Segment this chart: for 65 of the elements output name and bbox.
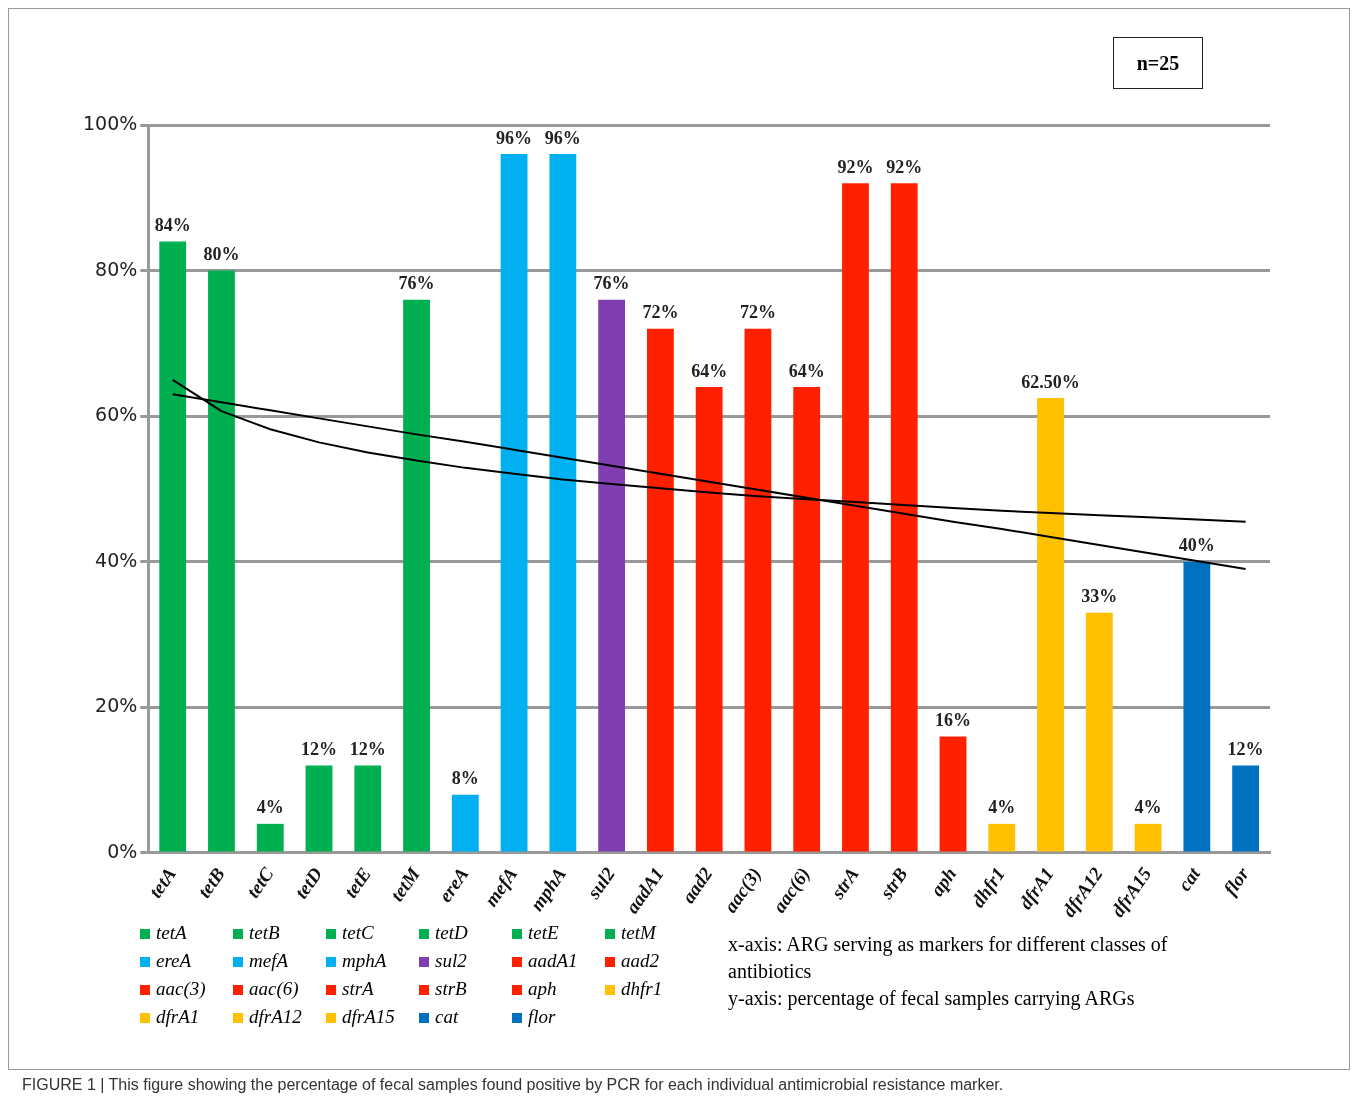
y-tick-label: 20% [95,694,138,717]
data-label: 92% [886,156,923,177]
data-label: 62.50% [1021,371,1080,392]
category-label: tetA [156,922,187,943]
data-label: 12% [301,739,338,760]
x-tick-label: cat [1173,862,1205,895]
category-label: dfrA12 [249,1006,302,1027]
data-label: 33% [1081,586,1118,607]
x-tick-label: tetA [144,863,180,902]
category-label: aph [528,978,557,999]
data-label: 72% [642,302,679,323]
category-label: dhfr1 [621,978,663,999]
category-label: cat [435,1006,459,1027]
data-label: 80% [203,244,240,265]
x-tick-label: tetB [193,863,229,902]
data-label: 84% [154,215,191,236]
x-tick-label: strA [826,863,863,904]
category-label: ereA [156,950,192,971]
x-tick-label: aph [926,863,961,900]
y-tick-label: 80% [95,257,138,280]
category-label: mphA [342,950,387,971]
data-label: 76% [398,273,435,294]
category-label: flor [528,1006,556,1027]
category-label: strA [342,978,374,999]
x-tick-label: flor [1219,863,1254,899]
category-label: aadA1 [528,950,578,971]
data-label: 4% [256,797,284,818]
x-tick-label: tetE [339,863,376,902]
data-label: 64% [788,360,825,381]
data-label: 8% [451,768,479,789]
y-tick-label: 60% [95,403,138,426]
category-label: aac(6) [249,978,299,999]
data-label: 4% [988,797,1016,818]
data-label: 16% [935,710,971,731]
text: y-axis: percentage of fecal samples carrying ARGs [728,986,1136,1012]
x-tick-label: tetC [242,863,278,902]
category-label: sul2 [435,950,467,971]
data-label: 96% [544,127,581,148]
category-label: dfrA1 [156,1006,200,1027]
data-label: 64% [691,360,728,381]
x-tick-label: tetD [290,863,327,903]
data-label: 12% [349,739,386,760]
caption: FIGURE 1 | This figure showing the percentage of fecal samples found positive by PCR for each individual antimicrobial resistance marker. [22,1076,1004,1094]
category-label: tetM [621,922,656,943]
data-label: 96% [496,127,533,148]
data-label: 4% [1134,797,1162,818]
data-label: 92% [837,156,874,177]
category-label: tetC [342,922,374,943]
x-tick-label: strB [874,863,912,904]
data-label: 12% [1227,739,1264,760]
category-label: tetE [528,922,559,943]
category-label: tetD [435,922,468,943]
category-label: dfrA15 [342,1006,395,1027]
data-label: 40% [1178,535,1215,556]
data-label: 76% [593,273,630,294]
category-label: tetB [249,922,280,943]
y-tick-label: 100% [82,111,138,134]
category-label: mefA [249,950,289,971]
y-tick-label: 40% [95,548,138,571]
category-label: aac(3) [156,978,206,999]
category-label: strB [435,978,467,999]
y-tick-label: 0% [107,839,138,862]
category-label: aad2 [621,950,659,971]
data-label: 72% [739,302,776,323]
text: n=25 [1113,37,1203,89]
